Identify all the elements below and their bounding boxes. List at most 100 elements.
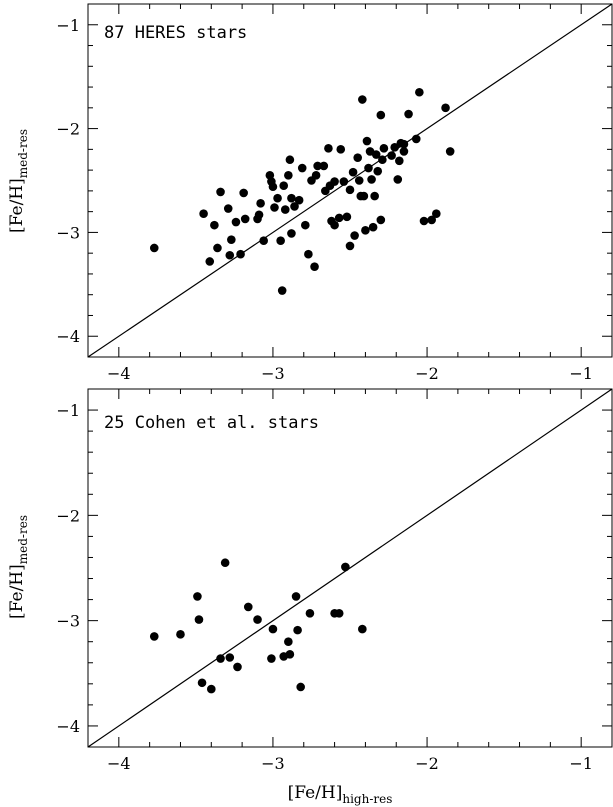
data-point — [305, 608, 315, 618]
data-point — [361, 226, 370, 235]
data-point — [284, 637, 293, 647]
data-point — [387, 151, 396, 160]
y-tick-label: −4 — [56, 717, 80, 736]
data-point — [149, 243, 159, 253]
data-point — [324, 144, 333, 153]
y-tick-label: −2 — [56, 506, 80, 525]
data-point — [210, 220, 219, 230]
x-tick-label: −2 — [415, 754, 439, 773]
data-point — [330, 220, 339, 230]
y-tick-label: −1 — [56, 401, 80, 420]
data-point — [233, 662, 242, 672]
data-point — [310, 262, 319, 271]
plot-frame — [87, 388, 613, 748]
x-tick-label: −3 — [261, 364, 285, 383]
data-point — [311, 171, 321, 180]
data-point — [276, 236, 285, 246]
x-axis-title: [Fe/H]high-res — [288, 783, 393, 806]
data-point — [193, 592, 202, 601]
x-tick-label: −1 — [569, 754, 593, 773]
data-point — [334, 608, 344, 618]
data-point — [243, 602, 253, 612]
data-point — [294, 195, 304, 205]
data-point — [370, 191, 379, 201]
data-point — [358, 95, 367, 104]
data-point — [284, 171, 293, 180]
y-tick-label: −4 — [56, 327, 80, 346]
data-point — [231, 217, 241, 227]
data-point — [341, 562, 350, 572]
data-point — [259, 236, 268, 246]
data-point — [368, 222, 378, 232]
data-point — [253, 615, 262, 624]
data-point — [441, 103, 450, 113]
data-point — [285, 155, 295, 165]
data-point — [376, 110, 386, 120]
data-point — [267, 654, 276, 663]
data-point — [354, 176, 364, 185]
data-point — [197, 678, 207, 688]
data-point — [287, 229, 296, 238]
data-point — [199, 209, 208, 219]
data-point — [220, 558, 230, 568]
data-point — [376, 215, 386, 225]
data-point — [225, 653, 235, 662]
data-point — [353, 153, 363, 162]
data-point — [149, 632, 159, 641]
data-point — [216, 654, 225, 663]
data-point — [194, 615, 204, 624]
data-point — [411, 134, 421, 144]
data-point — [330, 177, 339, 186]
data-point — [404, 109, 413, 119]
data-point — [240, 214, 250, 224]
data-point — [225, 250, 235, 260]
data-point — [319, 161, 329, 171]
data-point — [342, 212, 352, 222]
data-point — [399, 147, 409, 156]
data-point — [367, 175, 376, 184]
data-point — [313, 161, 322, 171]
data-point — [334, 213, 344, 223]
data-point — [395, 156, 404, 166]
data-point — [205, 257, 215, 266]
data-point — [304, 249, 313, 259]
y-axis-title: [Fe/H]med-res — [7, 515, 30, 619]
x-tick-label: −2 — [415, 364, 439, 383]
data-point — [399, 139, 409, 149]
data-point — [227, 235, 236, 244]
reference-line — [87, 3, 613, 358]
y-tick-label: −3 — [56, 223, 80, 242]
data-point — [297, 163, 307, 173]
reference-line — [87, 388, 613, 748]
data-point — [213, 243, 222, 253]
data-point — [206, 684, 216, 694]
panel-title: 87 HERES stars — [104, 23, 247, 43]
panel-heres: 87 HERES stars [Fe/H]med-res −4 −3 −2 −1 −4 −… — [7, 3, 613, 383]
data-point — [358, 624, 367, 634]
data-point — [223, 204, 233, 213]
data-point — [291, 592, 301, 601]
data-point — [345, 185, 355, 195]
y-tick-label: −1 — [56, 16, 80, 35]
data-point — [301, 220, 310, 230]
data-point — [293, 625, 302, 635]
data-point — [348, 167, 358, 177]
data-point — [277, 286, 287, 295]
data-point — [273, 193, 282, 203]
data-point — [393, 175, 403, 184]
data-point — [280, 205, 290, 214]
x-tick-label: −3 — [261, 754, 285, 773]
data-point — [445, 147, 455, 156]
data-point — [373, 166, 383, 176]
data-point — [362, 136, 372, 146]
data-point — [359, 191, 369, 201]
x-tick-label: −1 — [569, 364, 593, 383]
data-point — [378, 155, 387, 165]
data-point — [268, 624, 278, 634]
plot-frame — [87, 3, 613, 358]
data-point — [419, 216, 429, 226]
y-axis-title: [Fe/H]med-res — [7, 129, 30, 233]
panel-cohen: 25 Cohen et al. stars [Fe/H]med-res [Fe/… — [7, 388, 613, 806]
data-point — [345, 241, 355, 251]
